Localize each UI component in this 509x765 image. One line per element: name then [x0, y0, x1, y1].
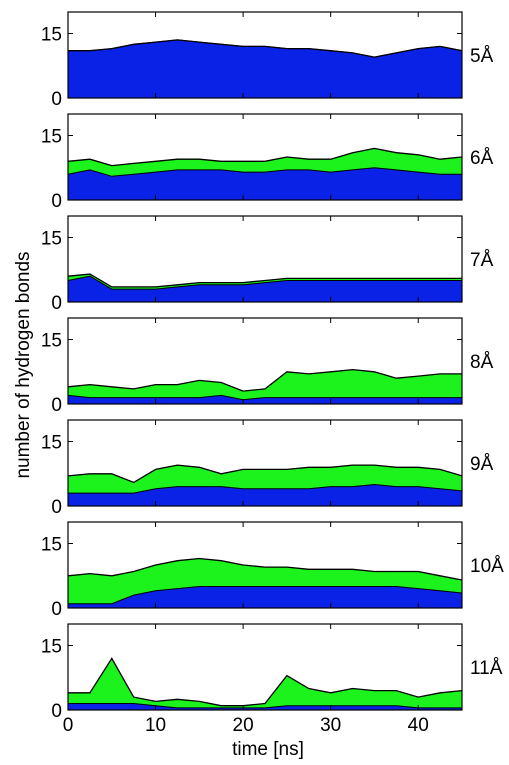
y-tick-label: 0	[51, 191, 62, 212]
panels-group: 0 15 5Å 0 15 6Å 0 15 7Å 0 15 8Å 0 15 9Å 0 15 10Å 0 15 11Å 0 10…	[41, 11, 504, 736]
panel-7: 0 15 11Å 0 10 20 30 40	[41, 623, 503, 736]
y-tick-label: 15	[41, 433, 62, 454]
x-tick-label: 10	[145, 715, 166, 736]
y-tick-label: 15	[41, 229, 62, 250]
y-tick-label: 0	[51, 599, 62, 620]
panel-frame	[67, 623, 463, 711]
blue-outline	[68, 586, 463, 605]
panel-label: 10Å	[470, 556, 504, 577]
y-tick-label: 0	[51, 497, 62, 518]
total-outline	[67, 464, 463, 484]
y-axis-label: number of hydrogen bonds	[13, 251, 34, 478]
blue-area	[68, 484, 462, 506]
panel-6: 0 15 10Å	[41, 521, 504, 620]
panel-label: 8Å	[470, 352, 494, 373]
blue-area	[68, 167, 462, 200]
panel-3: 0 15 7Å	[41, 215, 494, 314]
panel-1: 0 15 5Å	[41, 11, 494, 110]
y-tick-label: 15	[41, 25, 62, 46]
blue-outline	[68, 483, 463, 494]
panel-label: 11Å	[470, 658, 503, 679]
panel-label: 9Å	[470, 454, 494, 475]
y-tick-label: 0	[51, 89, 62, 110]
panel-frame	[67, 419, 463, 507]
blue-outline	[67, 394, 462, 401]
panel-label: 6Å	[470, 148, 494, 169]
blue-area	[68, 586, 462, 608]
total-outline	[67, 368, 462, 392]
y-tick-label: 15	[41, 331, 62, 352]
panel-label: 7Å	[470, 250, 494, 271]
total-area	[68, 658, 462, 710]
panel-4: 0 15 8Å	[41, 317, 494, 416]
blue-area	[68, 276, 462, 302]
panel-frame	[67, 317, 463, 405]
blue-outline	[67, 275, 462, 290]
blue-area	[68, 39, 462, 98]
panel-frame	[67, 11, 463, 99]
panel-frame	[67, 113, 463, 201]
blue-outline	[68, 703, 462, 709]
y-tick-label: 15	[41, 127, 62, 148]
total-outline	[68, 657, 463, 707]
blue-area	[68, 395, 462, 404]
total-outline	[67, 273, 462, 288]
total-outline	[68, 39, 463, 58]
panel-frame	[67, 215, 463, 303]
panel-5: 0 15 9Å	[41, 419, 494, 518]
panel-label: 5Å	[470, 46, 494, 67]
y-tick-label: 15	[41, 535, 62, 556]
blue-area	[68, 703, 462, 710]
y-tick-label: 0	[51, 293, 62, 314]
panel-frame	[67, 521, 463, 609]
total-area	[68, 369, 462, 404]
total-outline	[67, 557, 463, 581]
x-tick-label: 0	[63, 715, 74, 736]
x-tick-label: 20	[233, 715, 254, 736]
blue-outline	[67, 167, 462, 177]
y-tick-label: 15	[41, 637, 62, 658]
y-tick-label: 0	[51, 701, 62, 722]
total-outline	[67, 147, 463, 167]
x-tick-label: 40	[408, 715, 429, 736]
panel-2: 0 15 6Å	[41, 113, 494, 212]
x-tick-label: 30	[320, 715, 341, 736]
x-axis-label: time [ns]	[232, 739, 304, 760]
y-tick-label: 0	[51, 395, 62, 416]
